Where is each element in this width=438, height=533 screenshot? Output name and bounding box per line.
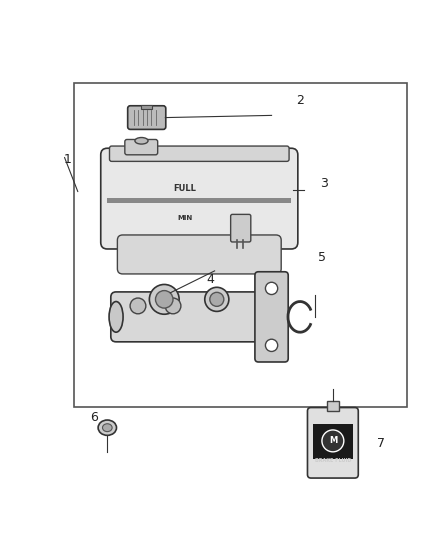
- FancyBboxPatch shape: [111, 292, 288, 342]
- Text: BRAKE FLUID: BRAKE FLUID: [314, 458, 351, 463]
- Circle shape: [130, 298, 146, 314]
- Circle shape: [322, 430, 344, 452]
- Bar: [74, 83, 407, 407]
- Text: FULL: FULL: [173, 183, 196, 192]
- Circle shape: [165, 298, 181, 314]
- Text: M: M: [329, 437, 337, 446]
- FancyBboxPatch shape: [125, 140, 158, 155]
- FancyBboxPatch shape: [255, 272, 288, 362]
- Text: 3: 3: [320, 177, 328, 190]
- Circle shape: [265, 282, 278, 295]
- FancyBboxPatch shape: [307, 408, 358, 478]
- Ellipse shape: [210, 292, 224, 306]
- Ellipse shape: [149, 285, 179, 314]
- Bar: [107, 198, 291, 203]
- FancyBboxPatch shape: [231, 214, 251, 242]
- Text: 5: 5: [318, 251, 326, 264]
- FancyBboxPatch shape: [128, 106, 166, 130]
- Bar: [141, 105, 152, 109]
- FancyBboxPatch shape: [101, 148, 298, 249]
- Text: 1: 1: [64, 152, 72, 166]
- FancyBboxPatch shape: [110, 146, 289, 161]
- Ellipse shape: [98, 420, 117, 435]
- Ellipse shape: [102, 424, 112, 432]
- Text: 7: 7: [377, 438, 385, 450]
- Ellipse shape: [109, 302, 123, 332]
- Text: 4: 4: [206, 273, 214, 286]
- Bar: [327, 401, 339, 411]
- Ellipse shape: [205, 287, 229, 311]
- Circle shape: [265, 339, 278, 351]
- Text: 2: 2: [296, 94, 304, 107]
- Text: MIN: MIN: [177, 215, 192, 221]
- FancyBboxPatch shape: [117, 235, 281, 274]
- Ellipse shape: [155, 290, 173, 308]
- Text: 6: 6: [90, 411, 98, 424]
- Bar: [313, 424, 353, 459]
- Ellipse shape: [135, 138, 148, 144]
